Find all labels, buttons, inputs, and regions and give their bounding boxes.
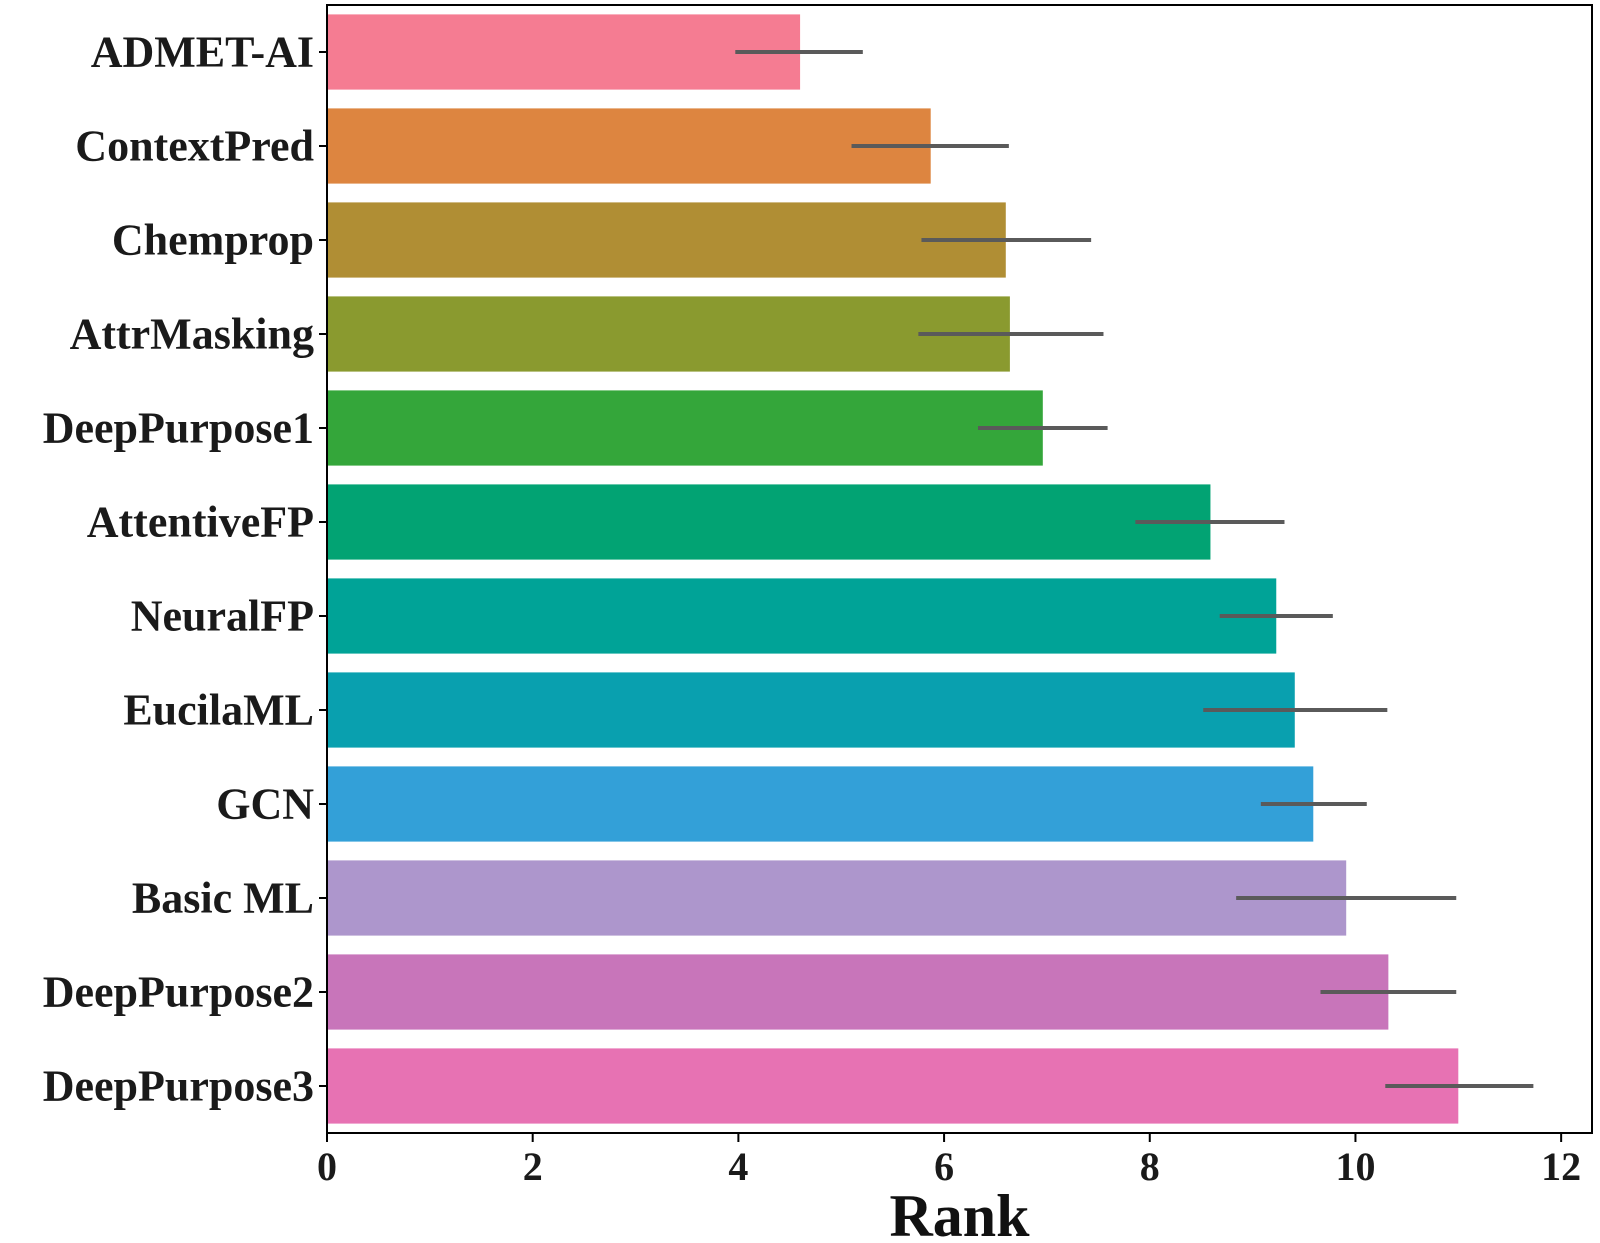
x-tick-label: 12: [1541, 1144, 1581, 1189]
bar: [327, 766, 1314, 842]
bar: [327, 954, 1389, 1030]
category-label: ContextPred: [75, 122, 314, 171]
x-tick-label: 10: [1335, 1144, 1375, 1189]
category-label: AttentiveFP: [87, 498, 314, 547]
x-tick-label: 4: [728, 1144, 748, 1189]
x-ticks-group: 0 2 4 6 8 10 12: [317, 1133, 1581, 1189]
category-label: AttrMasking: [70, 310, 314, 359]
bar: [327, 108, 931, 184]
category-label: GCN: [216, 780, 314, 829]
bar: [327, 860, 1347, 936]
bar: [327, 1048, 1459, 1124]
x-tick-label: 6: [934, 1144, 954, 1189]
category-label: DeepPurpose3: [43, 1062, 314, 1111]
bar: [327, 296, 1010, 372]
x-tick-label: 2: [523, 1144, 543, 1189]
category-labels-group: ADMET-AI ContextPred Chemprop AttrMasking De…: [43, 28, 327, 1111]
bar: [327, 202, 1006, 278]
category-label: NeuralFP: [131, 592, 314, 641]
plot-frame: [326, 4, 1593, 1134]
category-label: Basic ML: [132, 874, 314, 923]
category-label: DeepPurpose2: [43, 968, 314, 1017]
x-tick-label: 0: [317, 1144, 337, 1189]
bar: [327, 672, 1295, 748]
category-label: EucilaML: [123, 686, 314, 735]
x-tick-label: 8: [1140, 1144, 1160, 1189]
category-label: DeepPurpose1: [43, 404, 314, 453]
bars-group: [327, 14, 1459, 1124]
category-label: ADMET-AI: [91, 28, 314, 77]
category-label: Chemprop: [112, 216, 314, 265]
bar: [327, 390, 1043, 466]
bar: [327, 14, 801, 90]
error-bars-group: [735, 50, 1534, 1088]
x-axis-title: Rank: [889, 1183, 1030, 1243]
bar: [327, 578, 1277, 654]
bar: [327, 484, 1211, 560]
